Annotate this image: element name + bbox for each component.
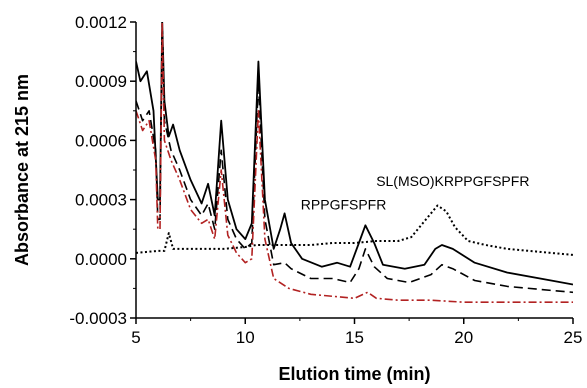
- labels-layer: 5 10 15 20 25 0.0012 0.0009 0.0006 0.0003 0.0000 -…: [69, 13, 582, 347]
- series-line-2: [136, 22, 573, 294]
- axes-layer: [130, 21, 574, 324]
- y-tick-label: 0.0009: [75, 72, 127, 91]
- peak-annotation: RPPGFSPFR: [301, 196, 387, 212]
- x-tick-label: 10: [236, 328, 255, 347]
- x-tick-label: 5: [131, 328, 140, 347]
- y-tick-label: 0.0012: [75, 13, 127, 32]
- y-tick-label: 0.0000: [75, 250, 127, 269]
- x-tick-label: 20: [454, 328, 473, 347]
- x-axis-title: Elution time (min): [279, 364, 431, 384]
- x-tick-label: 15: [345, 328, 364, 347]
- series-layer: [136, 22, 573, 303]
- series-line-4: [136, 204, 573, 256]
- x-tick-label: 25: [564, 328, 583, 347]
- y-axis-title: Absorbance at 215 nm: [12, 74, 32, 266]
- y-tick-label: -0.0003: [69, 309, 127, 328]
- y-tick-label: 0.0006: [75, 131, 127, 150]
- series-line-1: [136, 22, 573, 286]
- peak-annotation: SL(MSO)KRPPGFSPFR: [376, 173, 529, 189]
- y-tick-label: 0.0003: [75, 191, 127, 210]
- series-line-3: [136, 22, 573, 303]
